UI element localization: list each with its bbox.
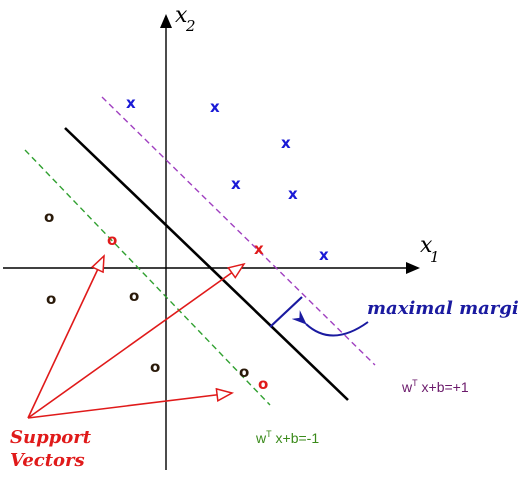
positive-point: x (281, 134, 291, 152)
positive-point: x (210, 98, 220, 116)
negative-margin-line (24, 149, 271, 406)
x1-axis-label: x 1 (420, 233, 440, 266)
x2-label-sub: 2 (185, 17, 196, 35)
margin-width-indicator (269, 296, 303, 328)
negative-point: o (239, 363, 249, 381)
positive-margin-line (101, 96, 376, 366)
x2-label-main: x (175, 3, 188, 28)
negative-point: o (129, 287, 139, 305)
positive-margin-equation: wT x+b=+1 (401, 378, 469, 395)
x2-axis-label: x 2 (175, 3, 196, 35)
positive-point: x (288, 185, 298, 203)
positive-point: x (319, 246, 329, 264)
support-vectors-label-line2: Vectors (10, 450, 85, 471)
negative-point: o (46, 290, 56, 308)
x1-label-sub: 1 (430, 248, 440, 266)
positive-point: x (231, 175, 241, 193)
decision-boundary (64, 127, 349, 401)
support-vectors-label-line1: Support (10, 427, 92, 448)
maximal-margin-label: maximal margin (367, 298, 519, 319)
negative-point: o (150, 358, 160, 376)
negative-support-vector: o (107, 231, 117, 249)
support-vector-arrow (27, 256, 104, 419)
x1-label-main: x (420, 233, 433, 258)
negative-point: o (44, 208, 54, 226)
positive-point: x (126, 94, 136, 112)
support-vector-arrow (27, 393, 232, 419)
margin-arrow (291, 310, 369, 337)
positive-support-vector: x (254, 240, 264, 258)
negative-margin-equation: wT x+b=-1 (255, 429, 319, 446)
support-vector-arrow (27, 264, 244, 419)
negative-support-vector: o (258, 375, 268, 393)
